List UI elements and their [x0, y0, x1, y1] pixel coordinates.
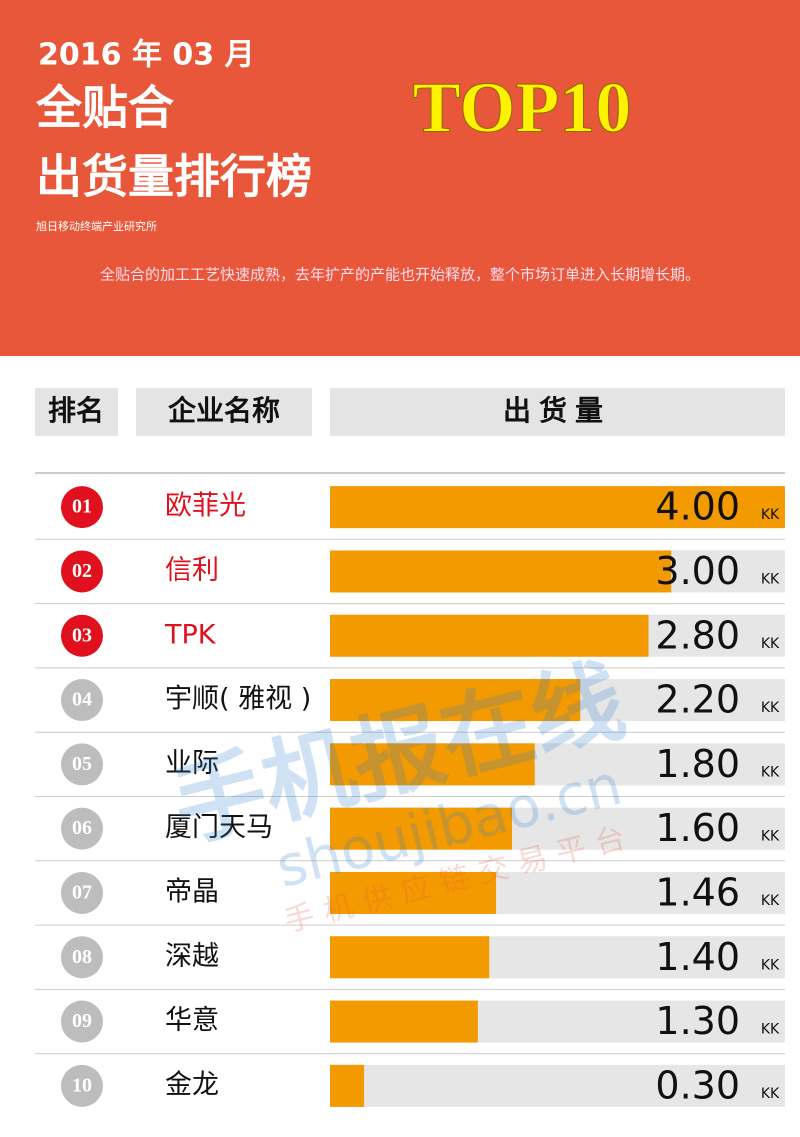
date: 2016 年 03 月: [38, 38, 255, 73]
unit-label: KK: [761, 829, 780, 845]
rank-label: 04: [72, 689, 92, 711]
company-name: 信利: [165, 555, 219, 586]
rank-badge: [61, 743, 103, 786]
column-header: 企业名称: [168, 394, 280, 427]
bar-track: [330, 1064, 785, 1107]
unit-label: KK: [761, 636, 780, 652]
badge: TOP10: [413, 68, 632, 148]
value-label: 1.80: [655, 742, 740, 786]
title: 出货量排行榜: [36, 150, 312, 204]
bar: [330, 1064, 365, 1107]
value-label: 4.00: [655, 485, 740, 529]
bar: [330, 550, 672, 593]
source: 旭日移动终端产业研究所: [36, 219, 157, 233]
company-name: 深越: [165, 941, 219, 972]
company-name: 金龙: [165, 1069, 219, 1100]
unit-label: KK: [761, 700, 780, 716]
bar: [330, 871, 497, 914]
value-label: 1.40: [655, 935, 740, 979]
value-label: 1.46: [655, 870, 740, 914]
column-header-bg: [136, 388, 312, 436]
value-label: 1.60: [655, 806, 740, 850]
title: 全贴合: [35, 81, 174, 135]
value-label: 2.80: [655, 613, 740, 657]
rank-badge: [61, 871, 103, 914]
company-name: TPK: [164, 619, 217, 650]
column-header-bg: [35, 388, 118, 436]
company-name: 宇顺( 雅视 ): [165, 684, 311, 715]
company-name: 欧菲光: [165, 491, 246, 522]
rank-badge: [61, 486, 103, 529]
rank-label: 06: [72, 817, 92, 839]
rank-label: 09: [72, 1010, 92, 1032]
header-bg: [0, 0, 800, 356]
rank-badge: [61, 550, 103, 593]
column-header-bg: [330, 388, 785, 436]
rank-badge: [61, 1064, 103, 1107]
unit-label: KK: [761, 571, 780, 587]
rows: 01 欧菲光 4.00 KK 02 信利 3.00 KK 03 TPK 2.80 KK 04 宇顺( 雅视…: [35, 485, 785, 1107]
company-name: 厦门天马: [165, 812, 273, 843]
bar: [330, 807, 512, 850]
bar: [330, 936, 490, 979]
rank-badge: [61, 614, 103, 657]
value-label: 2.20: [655, 678, 740, 722]
rank-label: 02: [72, 560, 92, 582]
value-label: 1.30: [655, 999, 740, 1043]
rank-label: 05: [72, 753, 92, 775]
rank-badge: [61, 1000, 103, 1043]
unit-label: KK: [761, 893, 780, 909]
rank-label: 03: [72, 624, 92, 646]
rank-label: 10: [72, 1074, 92, 1096]
unit-label: KK: [761, 764, 780, 780]
column-header: 排名: [48, 394, 104, 427]
bar: [330, 1000, 478, 1043]
bar: [330, 679, 581, 722]
bar: [330, 614, 649, 657]
rank-label: 08: [72, 946, 92, 968]
unit-label: KK: [761, 507, 780, 523]
unit-label: KK: [761, 957, 780, 973]
unit-label: KK: [761, 1086, 780, 1102]
rank-label: 01: [72, 496, 92, 518]
value-label: 3.00: [655, 549, 740, 593]
column-header: 出货量: [503, 394, 611, 427]
unit-label: KK: [761, 1022, 780, 1038]
rank-badge: [61, 679, 103, 722]
rank-badge: [61, 936, 103, 979]
value-label: 0.30: [655, 1063, 740, 1107]
company-name: 帝晶: [165, 876, 219, 907]
bar: [330, 486, 785, 529]
rank-label: 07: [72, 882, 92, 904]
company-name: 华意: [165, 1005, 219, 1036]
description: 全贴合的加工工艺快速成熟，去年扩产的产能也开始释放，整个市场订单进入长期增长期。: [100, 266, 700, 284]
rank-badge: [61, 807, 103, 850]
bar: [330, 743, 535, 786]
company-name: 业际: [165, 748, 219, 779]
